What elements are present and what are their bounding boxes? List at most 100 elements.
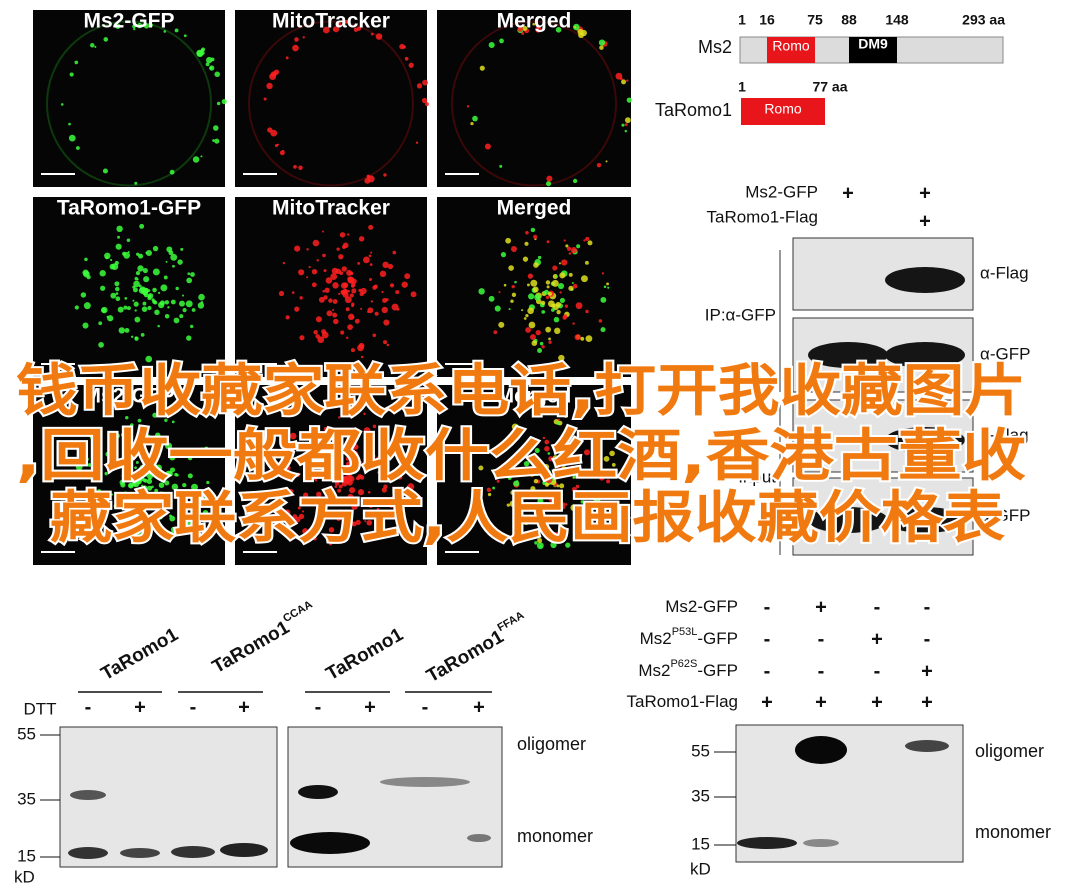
signal-dot xyxy=(626,79,629,82)
signal-dot xyxy=(546,285,550,289)
panel-label: MitoTracker xyxy=(272,10,390,33)
signal-dot xyxy=(572,322,575,325)
signal-dot xyxy=(273,69,280,75)
signal-dot xyxy=(533,469,540,476)
signal-dot xyxy=(479,65,485,71)
signal-dot xyxy=(351,302,355,306)
signal-dot xyxy=(336,247,340,251)
signal-dot xyxy=(570,504,578,512)
signal-dot xyxy=(145,463,152,470)
signal-dot xyxy=(345,469,349,474)
signal-dot xyxy=(367,310,370,314)
signal-dot xyxy=(213,125,219,131)
signal-dot xyxy=(547,452,551,455)
signal-dot xyxy=(200,155,203,158)
lane-sign: - xyxy=(764,628,771,650)
signal-dot xyxy=(408,62,414,68)
signal-dot xyxy=(347,289,350,293)
overlay-text: 藏家联系方式,人民画报收藏价格表 xyxy=(50,486,1005,551)
signal-dot xyxy=(179,300,185,307)
signal-dot xyxy=(373,284,378,289)
lane-sign: - xyxy=(190,696,197,718)
signal-dot xyxy=(349,293,354,298)
signal-dot xyxy=(288,488,294,495)
signal-dot xyxy=(180,247,184,251)
signal-dot xyxy=(422,79,428,86)
band-label: monomer xyxy=(517,826,593,846)
signal-dot xyxy=(170,500,173,503)
signal-dot xyxy=(366,469,369,473)
signal-dot xyxy=(182,308,187,313)
signal-dot xyxy=(559,483,565,489)
signal-dot xyxy=(570,465,574,468)
signal-dot xyxy=(339,232,346,238)
micrograph xyxy=(235,385,427,565)
signal-dot xyxy=(116,225,123,233)
band-label: oligomer xyxy=(517,734,586,754)
signal-dot xyxy=(199,495,205,502)
signal-dot xyxy=(421,97,428,104)
label-base: TaRomo1-Flag xyxy=(627,692,739,711)
cell-outline xyxy=(46,20,212,187)
signal-dot xyxy=(326,500,332,506)
label-suffix: -GFP xyxy=(697,597,738,616)
signal-dot xyxy=(336,475,341,481)
signal-dot xyxy=(335,21,342,28)
signal-dot xyxy=(358,236,365,242)
overlay-text: 钱币收藏家联系电话,打开我收藏图片 xyxy=(16,359,1026,424)
band xyxy=(808,342,888,368)
signal-dot xyxy=(383,173,387,177)
signal-dot xyxy=(542,436,546,440)
lane-sign: + xyxy=(919,182,931,204)
signal-dot xyxy=(352,444,359,450)
signal-dot xyxy=(169,530,177,538)
signal-dot xyxy=(382,475,388,481)
signal-dot xyxy=(599,45,604,50)
signal-dot xyxy=(585,236,590,241)
signal-dot xyxy=(381,290,384,294)
signal-dot xyxy=(365,511,371,518)
lane-sign: - xyxy=(764,596,771,618)
signal-dot xyxy=(136,278,139,281)
signal-dot xyxy=(206,56,213,64)
signal-dot xyxy=(125,415,129,420)
signal-dot xyxy=(323,502,328,506)
signal-dot xyxy=(146,478,153,485)
signal-dot xyxy=(345,451,352,458)
signal-dot xyxy=(94,45,97,48)
signal-dot xyxy=(160,284,168,292)
signal-dot xyxy=(541,310,546,314)
band xyxy=(885,267,965,293)
signal-dot xyxy=(134,336,138,340)
signal-dot xyxy=(564,304,569,308)
condition-label: Ms2P53L-GFP xyxy=(640,626,738,649)
row-label: DTT xyxy=(23,699,56,718)
signal-dot xyxy=(606,282,610,286)
romo-domain xyxy=(767,37,815,63)
signal-dot xyxy=(282,261,285,265)
signal-dot xyxy=(511,284,515,289)
signal-dot xyxy=(396,494,402,500)
label-suffix: -GFP xyxy=(697,629,738,648)
signal-dot xyxy=(576,244,581,249)
marker-label: 35 xyxy=(17,789,36,808)
signal-dot xyxy=(85,457,89,461)
signal-dot xyxy=(539,341,544,346)
signal-dot xyxy=(149,23,153,27)
signal-dot xyxy=(596,162,602,168)
signal-dot xyxy=(559,518,567,525)
sample-label: TaRomo1FFAA xyxy=(422,609,533,687)
signal-dot xyxy=(488,42,495,49)
signal-dot xyxy=(583,239,586,242)
signal-dot xyxy=(75,463,83,471)
signal-dot xyxy=(303,492,309,498)
signal-dot xyxy=(270,129,278,137)
signal-dot xyxy=(171,420,175,424)
signal-dot xyxy=(283,509,291,516)
signal-dot xyxy=(137,418,142,423)
signal-dot xyxy=(569,432,574,437)
residue-number: 1 xyxy=(738,12,746,28)
signal-dot xyxy=(332,299,338,304)
signal-dot xyxy=(388,532,392,536)
signal-dot xyxy=(122,491,130,499)
